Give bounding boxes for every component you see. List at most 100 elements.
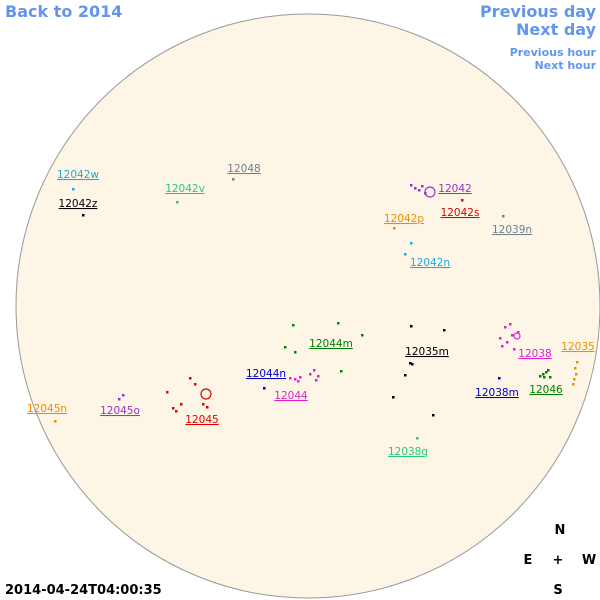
- sunspot: [545, 371, 548, 374]
- next-day-link[interactable]: Next day: [516, 20, 597, 39]
- sunspot: [122, 394, 125, 397]
- region-label[interactable]: 12038m: [475, 387, 519, 399]
- sunspot: [392, 396, 395, 399]
- sunspot: [292, 324, 295, 327]
- region-label[interactable]: 12045: [185, 414, 218, 426]
- sunspot: [317, 375, 320, 378]
- sunspot: [443, 329, 446, 332]
- sunspot: [410, 184, 413, 187]
- sunspot-ring: [424, 186, 436, 198]
- sunspot: [499, 337, 502, 340]
- compass-center: +: [553, 553, 564, 568]
- region-label[interactable]: 12042v: [165, 183, 205, 195]
- sunspot: [361, 334, 364, 337]
- sunspot: [232, 178, 235, 181]
- sunspot: [504, 326, 507, 329]
- sunspot: [194, 383, 197, 386]
- region-label[interactable]: 12038q: [388, 446, 428, 458]
- compass-south: S: [553, 583, 562, 598]
- sunspot: [511, 334, 514, 337]
- sunspot: [299, 376, 302, 379]
- next-hour-link[interactable]: Next hour: [535, 59, 597, 72]
- sunspot: [549, 376, 552, 379]
- region-label[interactable]: 12045n: [27, 403, 67, 415]
- sunspot-ring: [200, 388, 212, 400]
- sunspot: [172, 407, 175, 410]
- compass-north: N: [555, 523, 566, 538]
- region-label[interactable]: 12035m: [405, 346, 449, 358]
- sunspot: [166, 391, 169, 394]
- sunspot: [206, 406, 209, 409]
- sunspot: [461, 199, 464, 202]
- solar-disk: [15, 13, 600, 599]
- sunspot: [297, 380, 300, 383]
- sunspot: [82, 214, 85, 217]
- sunspot: [189, 377, 192, 380]
- sunspot: [576, 361, 579, 364]
- region-label[interactable]: 12035: [561, 341, 594, 353]
- region-label[interactable]: 12044n: [246, 368, 286, 380]
- sunspot: [573, 378, 576, 381]
- sunspot: [543, 376, 546, 379]
- sunspot: [502, 215, 505, 218]
- timestamp: 2014-04-24T04:00:35: [5, 583, 162, 598]
- sunspot: [294, 378, 297, 381]
- region-label[interactable]: 12048: [227, 163, 260, 175]
- region-label[interactable]: 12042p: [384, 213, 424, 225]
- sunspot: [498, 377, 501, 380]
- sunspot: [289, 377, 292, 380]
- region-label[interactable]: 12038: [518, 348, 551, 360]
- sunspot: [175, 410, 178, 413]
- sunspot: [404, 253, 407, 256]
- region-label[interactable]: 12042s: [441, 207, 480, 219]
- compass-east: E: [524, 553, 533, 568]
- region-label[interactable]: 12044: [274, 390, 308, 402]
- sunspot: [575, 373, 578, 376]
- sunspot: [54, 420, 57, 423]
- region-label[interactable]: 12039n: [492, 224, 532, 236]
- sunspot: [409, 362, 412, 365]
- region-label[interactable]: 12046: [529, 384, 563, 396]
- sunspot: [410, 242, 413, 245]
- sunspot: [72, 188, 75, 191]
- sunspot: [414, 187, 417, 190]
- sunspot: [176, 201, 179, 204]
- sunspot: [294, 351, 297, 354]
- sunspot: [513, 348, 516, 351]
- sunspot: [501, 345, 504, 348]
- compass-west: W: [582, 553, 596, 568]
- sunspot: [411, 363, 414, 366]
- sunspot: [404, 374, 407, 377]
- back-link[interactable]: Back to 2014: [5, 2, 122, 21]
- sunspot: [118, 398, 121, 401]
- region-label[interactable]: 12044m: [309, 338, 353, 350]
- sunspot: [547, 369, 550, 372]
- previous-day-link[interactable]: Previous day: [480, 2, 597, 21]
- sunspot: [418, 189, 421, 192]
- region-label[interactable]: 12042w: [57, 169, 99, 181]
- sunspot: [572, 383, 575, 386]
- region-label[interactable]: 12042z: [59, 198, 98, 210]
- sunspot: [202, 403, 205, 406]
- sunspot: [506, 341, 509, 344]
- sunspot: [421, 185, 424, 188]
- sunspot: [309, 373, 312, 376]
- sunspot: [180, 403, 183, 406]
- sunspot: [574, 367, 577, 370]
- region-label[interactable]: 12045o: [100, 405, 140, 417]
- sunspot: [410, 325, 413, 328]
- sunspot: [313, 369, 316, 372]
- sunspot: [539, 375, 542, 378]
- region-label[interactable]: 12042n: [410, 257, 450, 269]
- sunspot: [337, 322, 340, 325]
- previous-hour-link[interactable]: Previous hour: [510, 46, 597, 59]
- sunspot: [542, 373, 545, 376]
- sunspot: [517, 331, 520, 334]
- region-label[interactable]: 12042: [438, 183, 471, 195]
- sunspot: [416, 437, 419, 440]
- sunspot: [432, 414, 435, 417]
- sunspot: [509, 323, 512, 326]
- sunspot: [315, 379, 318, 382]
